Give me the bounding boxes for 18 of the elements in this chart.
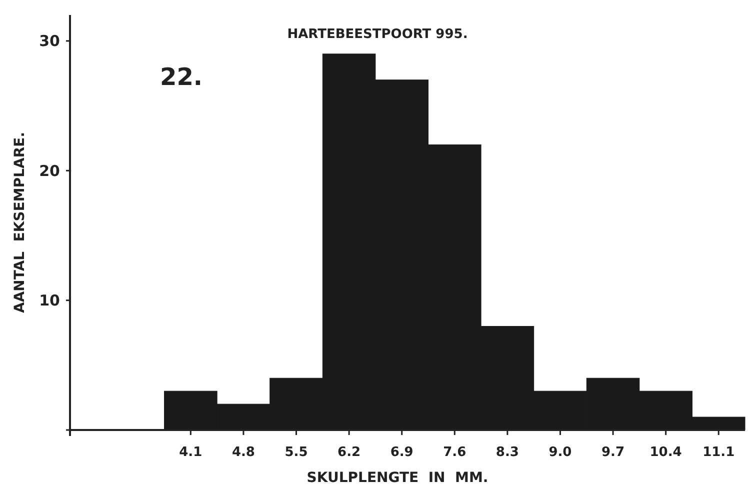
x-tick-label: 10.4 [650,445,682,460]
x-tick-label: 7.6 [443,445,466,460]
x-axis-title: SKULPLENGTE IN MM. [306,470,488,486]
y-tick-label: 20 [39,162,60,180]
x-tick-label: 4.8 [232,445,255,460]
x-tick-label: 9.7 [602,445,625,460]
text: HARTEBEESTPOORT 995. [287,27,468,42]
x-tick-label: 4.1 [179,445,202,460]
annotation: 22. [160,63,203,91]
x-tick-label: 8.3 [496,445,519,460]
x-tick-label: 5.5 [284,445,308,460]
x-tick-label: 6.2 [338,445,361,460]
x-tick-label: 9.0 [548,445,572,460]
y-axis-title: AANTAL EKSEMPLARE. [12,132,28,314]
x-tick-label: 11.1 [702,445,735,460]
y-tick-label: 10 [39,292,60,310]
y-tick-label: 30 [39,32,60,50]
x-tick-label: 6.9 [390,445,414,460]
